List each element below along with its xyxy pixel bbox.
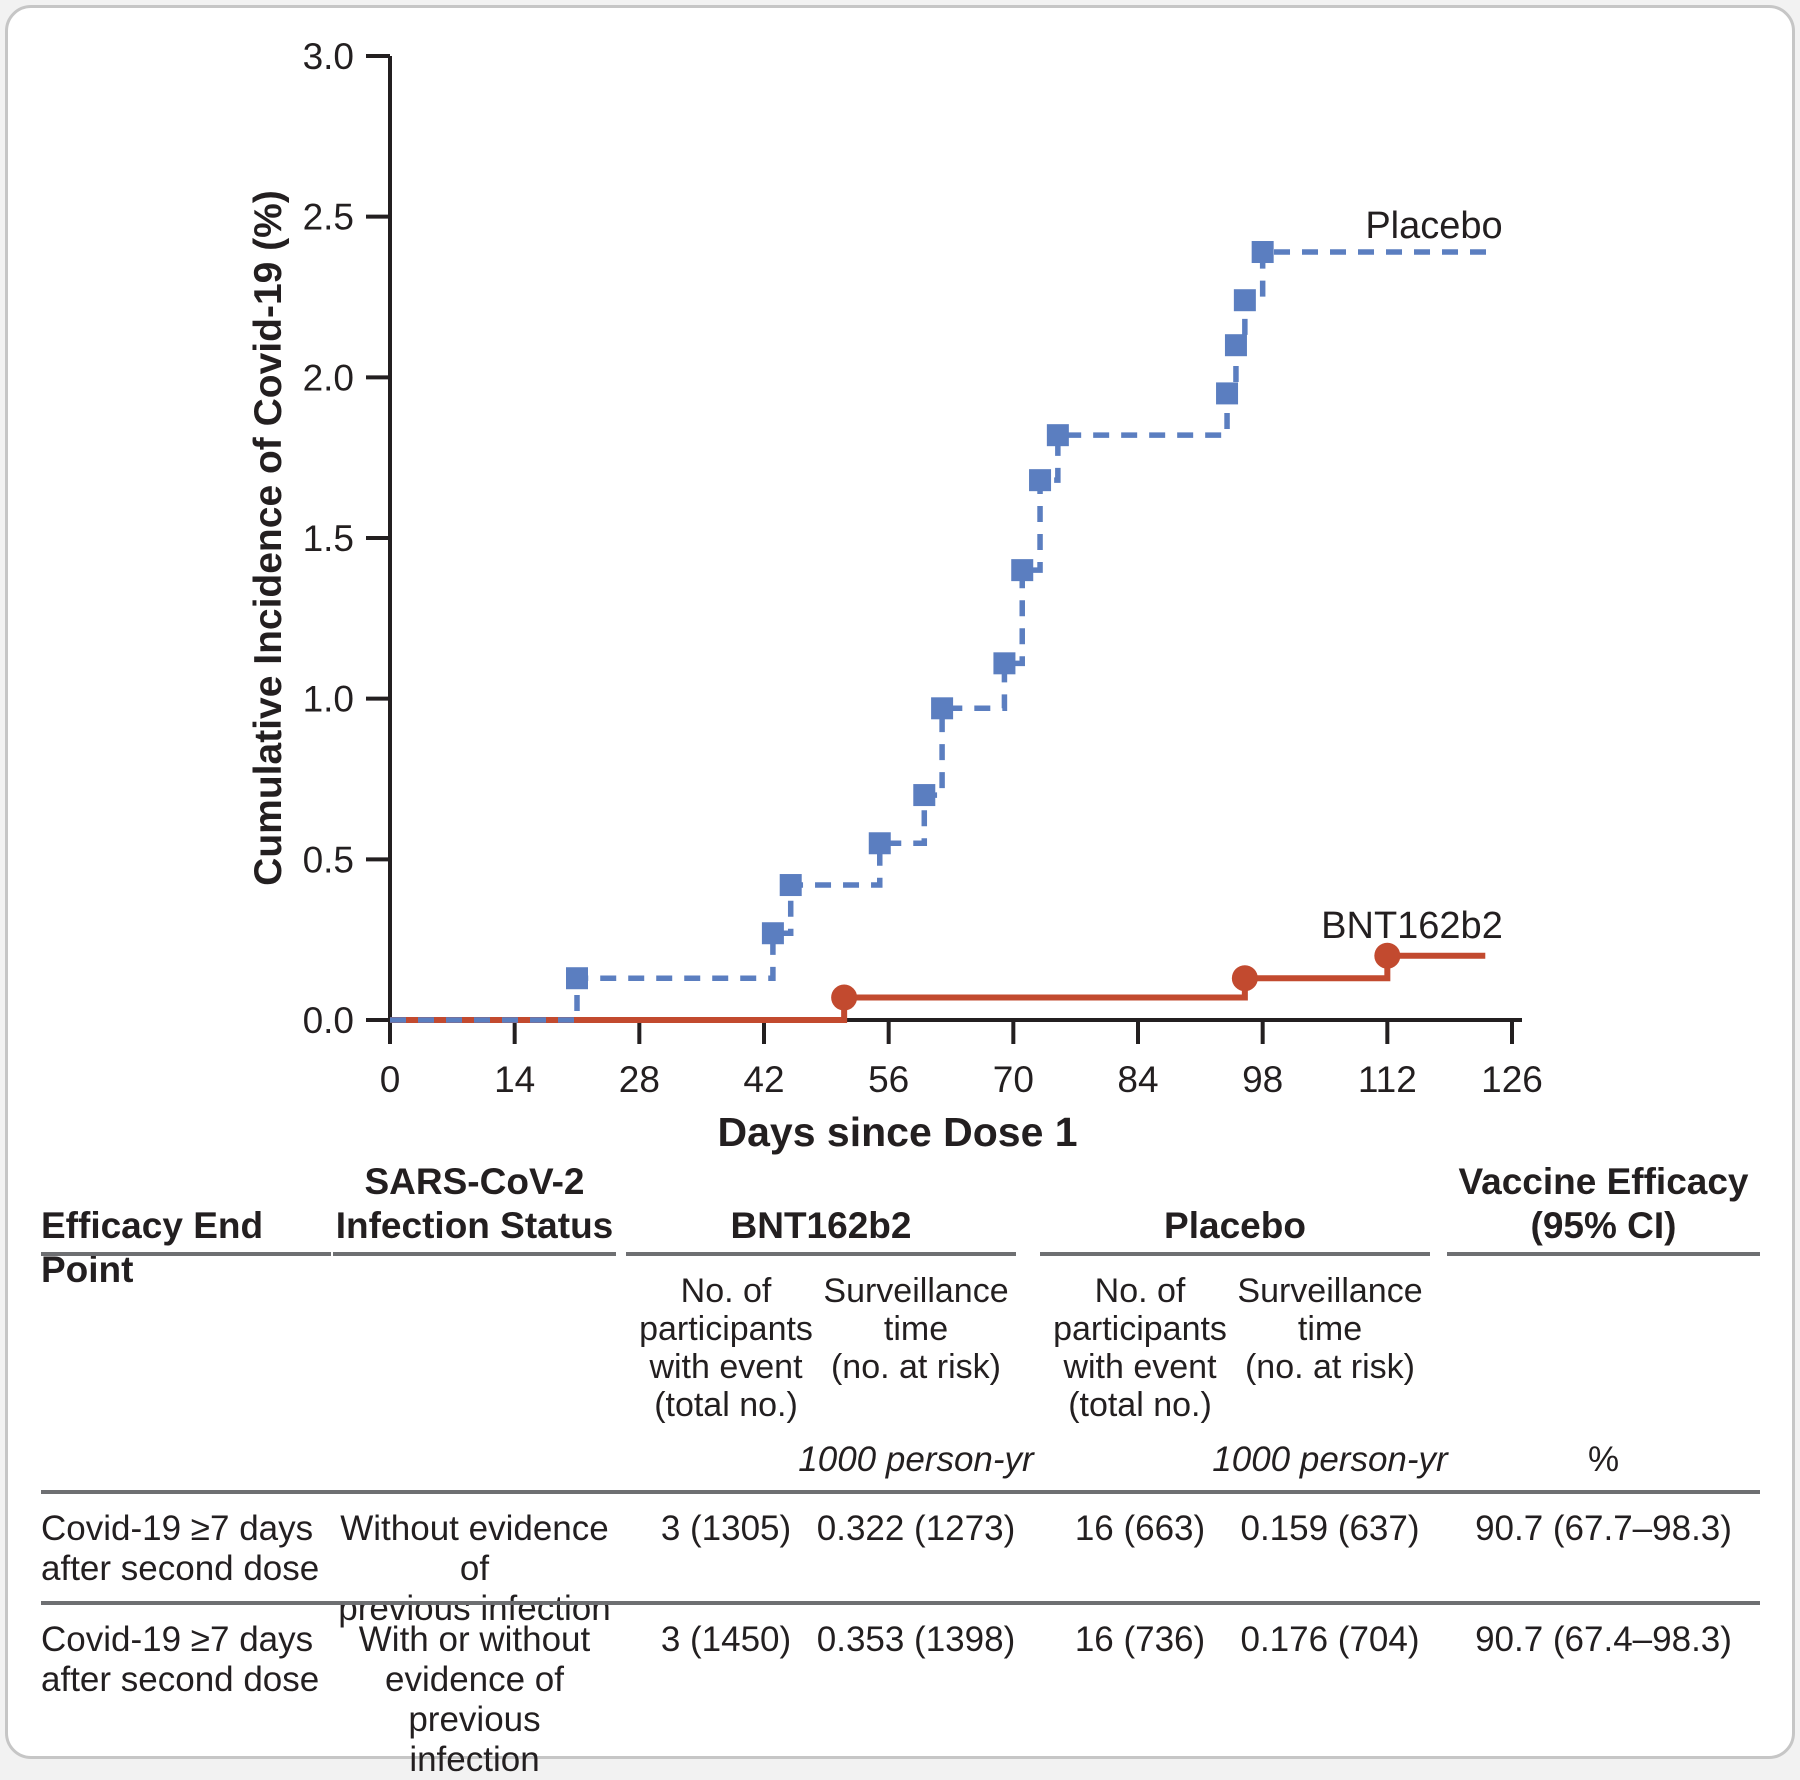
group-header-placebo: Placebo <box>1164 1205 1306 1246</box>
y-axis-title: Cumulative Incidence of Covid-19 (%) <box>247 190 290 886</box>
y-tick-label: 0.0 <box>303 1000 354 1041</box>
table-rule-middle <box>41 1601 1760 1605</box>
x-tick-label: 28 <box>619 1059 660 1100</box>
placebo-marker-square <box>993 652 1016 675</box>
header-rule-bnt <box>626 1252 1016 1256</box>
y-tick-label: 3.0 <box>303 36 354 77</box>
header-rule-status <box>333 1252 616 1256</box>
x-tick-label: 42 <box>743 1059 784 1100</box>
placebo-marker-square <box>1046 424 1069 447</box>
row1-vaccine-efficacy: 90.7 (67.7–98.3) <box>1475 1509 1732 1548</box>
bnt162b2-marker-circle <box>1374 942 1401 969</box>
unit-placebo-person-yr: 1000 person-yr <box>1212 1440 1448 1479</box>
placebo-marker-square <box>1251 241 1274 264</box>
row1-endpoint: Covid-19 ≥7 days after second dose <box>41 1509 320 1588</box>
row1-placebo-events: 16 (663) <box>1074 1509 1206 1548</box>
placebo-marker-square <box>913 784 936 807</box>
row1-placebo-surveillance: 0.159 (637) <box>1240 1509 1420 1548</box>
x-axis-title: Days since Dose 1 <box>718 1109 1078 1155</box>
bnt162b2-curve <box>390 952 1486 1023</box>
x-tick-label: 56 <box>868 1059 909 1100</box>
y-tick-label: 2.5 <box>303 197 354 238</box>
bnt162b2-series-label: BNT162b2 <box>1321 905 1503 947</box>
col-header-efficacy-endpoint: Efficacy End Point <box>41 1205 264 1290</box>
placebo-marker-square <box>1011 559 1034 582</box>
row2-bnt-events: 3 (1450) <box>660 1620 792 1659</box>
subheader-bnt-surveillance: Surveillance time (no. at risk) <box>823 1272 1009 1386</box>
subheader-placebo-participants: No. of participants with event (total no… <box>1053 1272 1227 1424</box>
placebo-marker-square <box>868 832 891 855</box>
figure-border <box>5 5 1795 1759</box>
y-tick-label: 1.0 <box>303 679 354 720</box>
row2-bnt-surveillance: 0.353 (1398) <box>816 1620 1016 1659</box>
placebo-marker-square <box>779 874 802 897</box>
y-tick-label: 0.5 <box>303 839 354 880</box>
x-tick-label: 98 <box>1242 1059 1283 1100</box>
unit-ve-percent: % <box>1587 1440 1620 1479</box>
row1-infection-status: Without evidence of previous infection <box>338 1509 611 1628</box>
row2-infection-status: With or without evidence of previous inf… <box>358 1620 591 1779</box>
placebo-marker-square <box>1029 469 1052 492</box>
x-tick-label: 0 <box>380 1059 401 1100</box>
unit-bnt-person-yr: 1000 person-yr <box>798 1440 1034 1479</box>
col-header-infection-status: SARS-CoV-2 Infection Status <box>335 1161 614 1246</box>
x-tick-label: 112 <box>1358 1059 1417 1100</box>
placebo-marker-square <box>1233 289 1256 312</box>
header-rule-endpoint <box>41 1252 331 1256</box>
placebo-marker-square <box>931 697 954 720</box>
header-rule-ve <box>1447 1252 1760 1256</box>
placebo-series-label: Placebo <box>1365 205 1502 247</box>
row2-vaccine-efficacy: 90.7 (67.4–98.3) <box>1475 1620 1732 1659</box>
row2-placebo-events: 16 (736) <box>1074 1620 1206 1659</box>
chart-canvas: 0.0 0.5 1.0 1.5 2.0 2.5 3.0 0 14 28 42 56 70 84 98 112 1… <box>247 36 1543 1155</box>
placebo-marker-square <box>1216 382 1239 405</box>
bnt162b2-marker-circle <box>1231 965 1258 992</box>
y-tick-label: 2.0 <box>303 357 354 398</box>
subheader-bnt-participants: No. of participants with event (total no… <box>639 1272 813 1424</box>
cumulative-incidence-chart: 0.0 0.5 1.0 1.5 2.0 2.5 3.0 0 14 28 42 56 70 84 98 112 1… <box>247 36 1543 1155</box>
x-tick-label: 84 <box>1117 1059 1158 1100</box>
placebo-marker-square <box>761 922 784 945</box>
group-header-bnt162b2: BNT162b2 <box>730 1205 912 1246</box>
subheader-placebo-surveillance: Surveillance time (no. at risk) <box>1237 1272 1423 1386</box>
x-tick-label: 14 <box>494 1059 535 1100</box>
placebo-marker-square <box>566 967 588 990</box>
placebo-marker-square <box>1224 334 1247 357</box>
x-tick-label: 70 <box>993 1059 1034 1100</box>
bnt162b2-marker-circle <box>831 984 858 1011</box>
axes <box>388 56 1522 1022</box>
row2-placebo-surveillance: 0.176 (704) <box>1240 1620 1420 1659</box>
row1-bnt-events: 3 (1305) <box>660 1509 792 1548</box>
x-tick-label: 126 <box>1481 1059 1543 1100</box>
table-rule-top <box>41 1490 1760 1494</box>
header-rule-placebo <box>1040 1252 1430 1256</box>
y-tick-label: 1.5 <box>303 518 354 559</box>
col-header-vaccine-efficacy: Vaccine Efficacy (95% CI) <box>1458 1161 1749 1246</box>
row2-endpoint: Covid-19 ≥7 days after second dose <box>41 1620 320 1699</box>
row1-bnt-surveillance: 0.322 (1273) <box>816 1509 1016 1548</box>
